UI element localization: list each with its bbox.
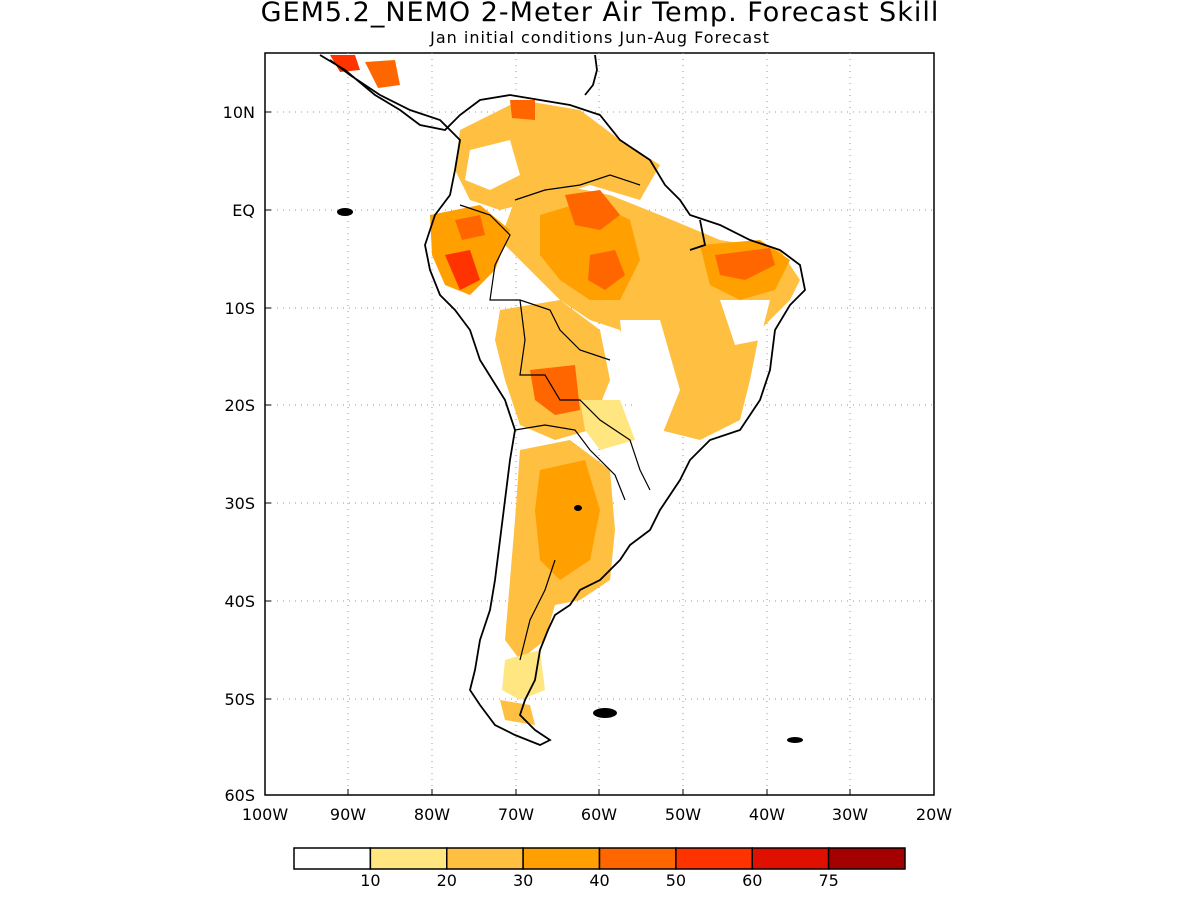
colorbar-swatch — [369, 847, 448, 870]
lat-axis: 10N EQ 10S 20S 30S 40S 50S 60S — [223, 103, 255, 805]
lon-tick-label: 70W — [498, 805, 534, 824]
colorbar: 10 20 30 40 50 60 75 — [293, 847, 906, 890]
skill-region-central-america-1 — [330, 55, 360, 72]
skill-region-central-america-2 — [365, 60, 400, 88]
coastlines — [319, 54, 806, 746]
skill-region-ecuador-high — [455, 215, 485, 240]
islands — [337, 208, 803, 743]
skill-region-peru-high — [445, 250, 480, 290]
colorbar-swatch — [827, 847, 906, 870]
skill-region-bolivia-high — [530, 365, 580, 415]
colorbar-swatch — [598, 847, 677, 870]
lon-tick-label: 50W — [665, 805, 701, 824]
colorbar-label: 40 — [589, 871, 609, 890]
lat-tick-label: 30S — [224, 494, 255, 513]
colorbar-swatch — [675, 847, 753, 870]
map-title: GEM5.2_NEMO 2-Meter Air Temp. Forecast S… — [260, 0, 940, 28]
colorbar-swatch — [446, 847, 524, 870]
skill-region-central-high — [588, 250, 625, 290]
map-subtitle: Jan initial conditions Jun-Aug Forecast — [430, 28, 770, 47]
colorbar-label: 50 — [666, 871, 686, 890]
lat-tick-label: 60S — [224, 786, 255, 805]
lon-tick-label: 20W — [916, 805, 952, 824]
colorbar-swatch — [522, 847, 601, 870]
skill-gap-east-brazil — [720, 300, 770, 345]
country-borders — [459, 174, 651, 661]
lat-tick-label: 50S — [224, 690, 255, 709]
colorbar-label: 20 — [437, 871, 457, 890]
lat-tick-label: 10S — [224, 299, 255, 318]
lon-tick-label: 100W — [242, 805, 289, 824]
skill-gap-central-brazil — [620, 320, 680, 440]
lon-tick-label: 80W — [414, 805, 450, 824]
lon-tick-label: 40W — [749, 805, 785, 824]
lat-tick-label: 20S — [224, 396, 255, 415]
skill-region-amazon-high — [565, 190, 620, 230]
skill-gap-colombia — [465, 140, 520, 190]
lon-axis: 100W 90W 80W 70W 60W 50W 40W 30W 20W — [242, 805, 952, 824]
colorbar-label: 60 — [742, 871, 762, 890]
skill-region-patagonia — [502, 650, 545, 700]
colorbar-label: 10 — [360, 871, 380, 890]
colorbar-swatch — [293, 847, 372, 870]
lat-tick-label: 40S — [224, 592, 255, 611]
colorbar-label: 75 — [818, 871, 838, 890]
tick-marks — [265, 111, 851, 795]
skill-region-argentina-core — [535, 460, 600, 580]
lat-tick-label: 10N — [223, 103, 255, 122]
colorbar-label: 30 — [513, 871, 533, 890]
skill-shading — [330, 55, 800, 725]
lon-tick-label: 30W — [832, 805, 868, 824]
skill-region-south-patagonia — [500, 700, 535, 725]
lon-tick-label: 90W — [330, 805, 366, 824]
colorbar-swatch — [751, 847, 830, 870]
skill-region-venezuela — [455, 100, 660, 210]
lat-tick-label: EQ — [232, 201, 255, 220]
skill-region-ne-brazil-high — [715, 248, 775, 280]
lon-tick-label: 60W — [581, 805, 617, 824]
skill-region-venezuela-high — [510, 100, 535, 120]
